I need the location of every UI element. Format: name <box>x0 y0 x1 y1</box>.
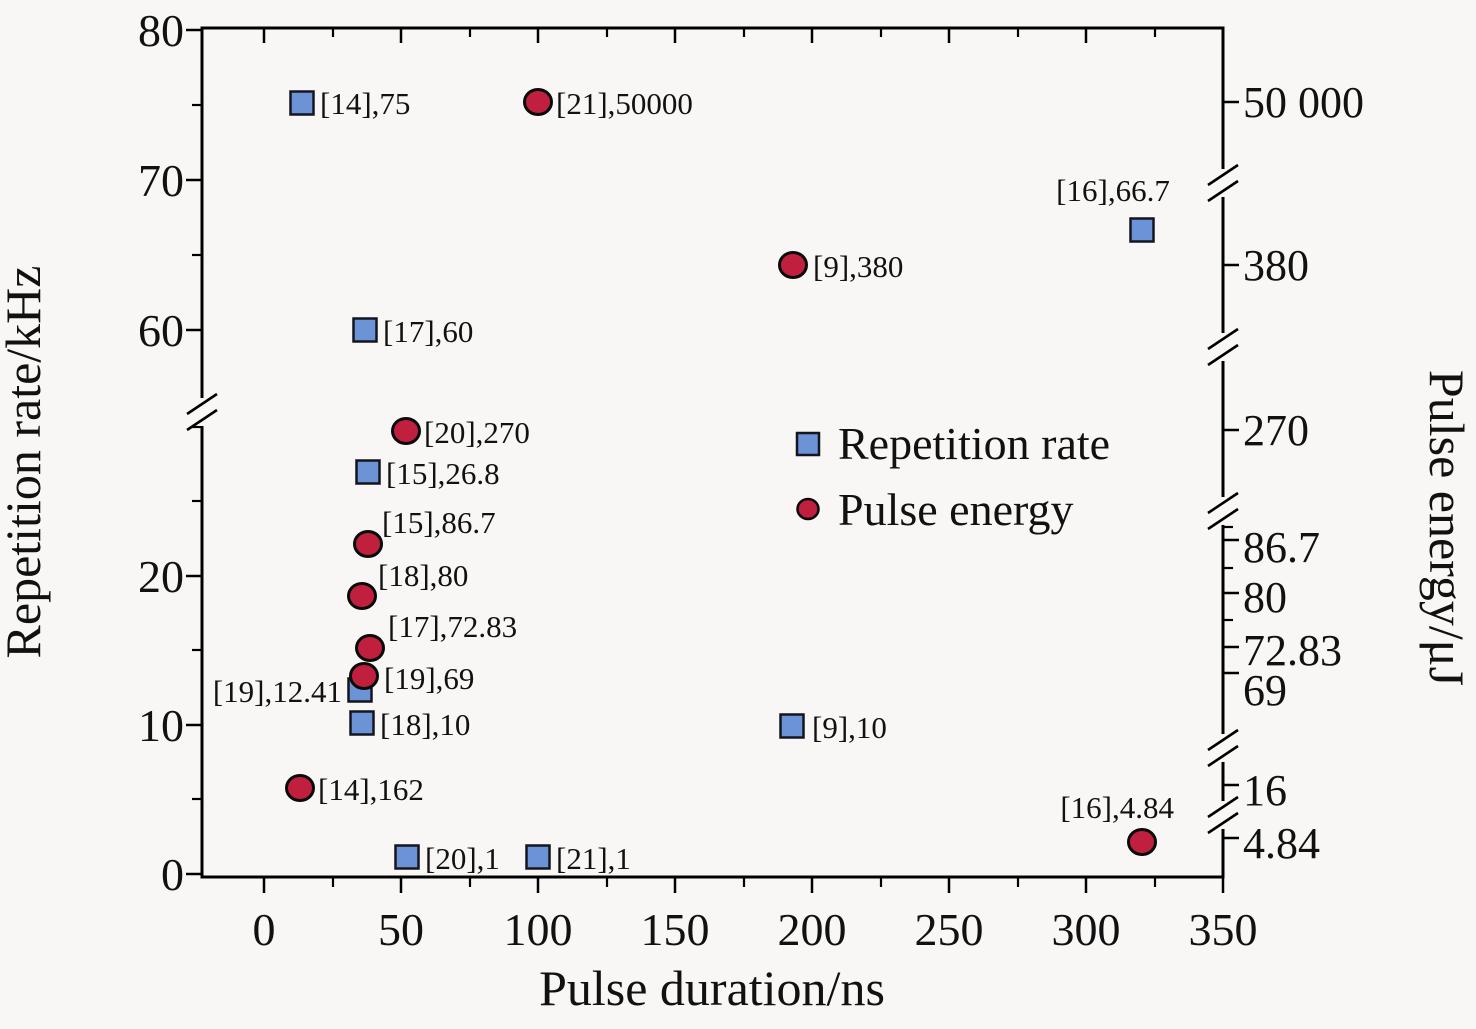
plot-border <box>200 26 1225 879</box>
legend-label-repetition-rate: Repetition rate <box>838 418 1110 469</box>
data-point-label-energy-9: [9],380 <box>813 249 903 284</box>
data-point-label-rep-17: [17],60 <box>383 314 473 349</box>
data-point-square-18 <box>349 710 375 736</box>
axis-break-gap <box>198 398 206 426</box>
data-point-circle-15 <box>353 530 383 558</box>
data-point-circle-16 <box>1127 828 1157 856</box>
data-point-label-energy-21: [21],50000 <box>556 86 693 121</box>
data-point-label-energy-20: [20],270 <box>424 415 530 450</box>
x-tick-label: 250 <box>915 904 984 955</box>
right-tick-label: 50 000 <box>1243 78 1364 127</box>
left-axis-break <box>186 392 218 416</box>
left-tick-label: 80 <box>138 5 184 56</box>
left-axis-title: Repetition rate/kHz <box>0 266 51 659</box>
data-point-label-rep-14: [14],75 <box>320 86 410 121</box>
right-tick-label: 270 <box>1243 406 1309 455</box>
data-point-label-energy-15: [15],86.7 <box>382 505 496 540</box>
data-point-square-17 <box>352 317 378 343</box>
x-tick-label: 300 <box>1052 904 1121 955</box>
data-point-label-rep-21: [21],1 <box>556 841 631 876</box>
right-axis-break <box>1207 179 1239 203</box>
data-point-label-energy-18: [18],80 <box>378 558 468 593</box>
data-point-circle-9 <box>778 251 808 279</box>
x-tick-label: 50 <box>378 904 424 955</box>
x-tick-label: 0 <box>253 904 276 955</box>
data-point-label-energy-14: [14],162 <box>318 772 424 807</box>
right-axis-break <box>1207 163 1239 187</box>
x-tick-label: 200 <box>778 904 847 955</box>
data-point-label-rep-19: [19],12.41 <box>213 674 342 709</box>
data-point-circle-19 <box>349 662 379 690</box>
right-axis-break <box>1207 327 1239 351</box>
data-point-circle-14 <box>285 774 315 802</box>
axis-break-gap <box>1219 169 1227 197</box>
right-tick-label: 72.83 <box>1243 626 1342 675</box>
right-tick-label: 16 <box>1243 766 1287 815</box>
left-tick-label: 60 <box>138 305 184 356</box>
data-point-square-21 <box>525 844 551 870</box>
right-tick-label: 69 <box>1243 666 1287 715</box>
x-tick-label: 100 <box>504 904 573 955</box>
right-axis-title: Pulse energy/μJ <box>1419 370 1475 686</box>
axis-break-gap <box>1219 497 1227 525</box>
data-point-square-9 <box>779 713 805 739</box>
data-point-square-14 <box>289 90 315 116</box>
legend-label-pulse-energy: Pulse energy <box>838 484 1074 535</box>
right-axis-break <box>1207 728 1239 752</box>
axis-break-gap <box>1219 801 1227 829</box>
data-point-label-energy-19: [19],69 <box>384 661 474 696</box>
data-point-square-20 <box>394 844 420 870</box>
right-tick-label: 80 <box>1243 573 1287 622</box>
x-tick-label: 350 <box>1189 904 1258 955</box>
right-axis-break <box>1207 491 1239 515</box>
left-tick-label: 20 <box>138 551 184 602</box>
data-point-circle-18 <box>347 582 377 610</box>
data-point-circle-17 <box>355 634 385 662</box>
x-axis-title: Pulse duration/ns <box>539 960 885 1016</box>
data-point-label-rep-20: [20],1 <box>425 841 500 876</box>
legend: Repetition rate Pulse energy <box>795 418 1110 535</box>
legend-circle-marker <box>796 497 820 521</box>
data-point-circle-20 <box>391 417 421 445</box>
right-axis-break <box>1207 795 1239 819</box>
data-point-label-rep-9: [9],10 <box>812 710 887 745</box>
axis-break-gap <box>1219 734 1227 762</box>
x-tick-label: 150 <box>641 904 710 955</box>
axis-break-gap <box>1219 333 1227 361</box>
data-point-circle-21 <box>523 88 553 116</box>
data-point-label-energy-17: [17],72.83 <box>388 609 517 644</box>
left-tick-label: 10 <box>138 700 184 751</box>
left-tick-label: 0 <box>161 849 184 900</box>
right-axis-break <box>1207 744 1239 768</box>
right-tick-label: 4.84 <box>1243 819 1320 868</box>
data-point-label-rep-15: [15],26.8 <box>386 456 500 491</box>
legend-square-marker <box>795 431 821 457</box>
right-axis-break <box>1207 507 1239 531</box>
data-point-label-rep-16: [16],66.7 <box>1056 173 1170 208</box>
data-point-square-15 <box>355 459 381 485</box>
right-tick-label: 86.7 <box>1243 523 1320 572</box>
right-axis-break <box>1207 811 1239 835</box>
data-point-label-rep-18: [18],10 <box>380 707 470 742</box>
right-axis-break <box>1207 343 1239 367</box>
data-point-label-energy-16: [16],4.84 <box>1060 790 1174 825</box>
left-axis-break <box>186 408 218 432</box>
data-point-square-16 <box>1129 217 1155 243</box>
left-tick-label: 70 <box>138 155 184 206</box>
right-tick-label: 380 <box>1243 241 1309 290</box>
